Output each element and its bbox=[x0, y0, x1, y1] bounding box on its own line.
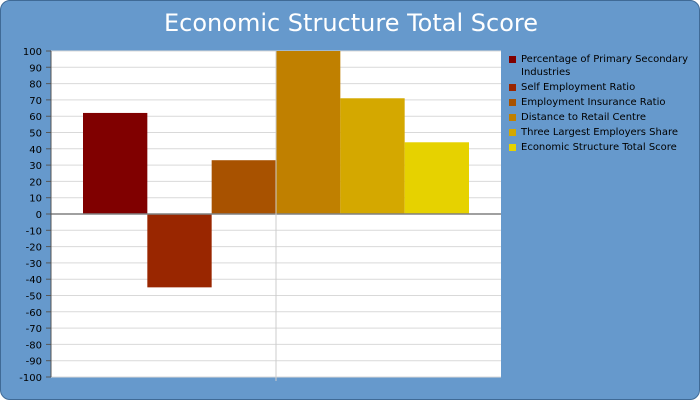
legend-label: Distance to Retail Centre bbox=[521, 112, 646, 123]
legend-label: Three Largest Employers Share bbox=[521, 127, 678, 138]
chart-title: Economic Structure Total Score bbox=[164, 9, 538, 37]
bar bbox=[147, 214, 212, 288]
bar bbox=[83, 112, 148, 214]
legend-item: Percentage of Primary Secondary Industri… bbox=[507, 53, 697, 79]
y-tick-label: -40 bbox=[26, 275, 42, 286]
legend-item: Distance to Retail Centre bbox=[507, 111, 697, 124]
legend-swatch bbox=[509, 144, 516, 151]
bar bbox=[211, 160, 276, 214]
y-tick-label: 60 bbox=[29, 112, 42, 123]
y-tick-label: -90 bbox=[26, 357, 42, 368]
y-tick-label: -70 bbox=[26, 324, 42, 335]
y-tick-label: 30 bbox=[29, 161, 42, 172]
legend-swatch bbox=[509, 84, 516, 91]
y-tick-label: 90 bbox=[29, 63, 42, 74]
y-tick-label: -20 bbox=[26, 243, 42, 254]
legend-swatch bbox=[509, 56, 516, 63]
bar bbox=[276, 51, 341, 214]
y-tick-label: 40 bbox=[29, 145, 42, 156]
legend-label: Self Employment Ratio bbox=[521, 82, 636, 93]
y-tick-label: -10 bbox=[26, 226, 42, 237]
y-tick-label: 80 bbox=[29, 80, 42, 91]
y-tick-label: 20 bbox=[29, 177, 42, 188]
legend-item: Self Employment Ratio bbox=[507, 81, 697, 94]
legend-label: Economic Structure Total Score bbox=[521, 142, 677, 153]
legend: Percentage of Primary Secondary Industri… bbox=[507, 53, 697, 156]
legend-swatch bbox=[509, 114, 516, 121]
y-tick-label: -50 bbox=[26, 292, 42, 303]
legend-item: Employment Insurance Ratio bbox=[507, 96, 697, 109]
legend-label: Employment Insurance Ratio bbox=[521, 97, 666, 108]
y-tick-label: -80 bbox=[26, 340, 42, 351]
legend-swatch bbox=[509, 129, 516, 136]
bar bbox=[404, 142, 469, 214]
legend-label: Percentage of Primary Secondary Industri… bbox=[521, 54, 689, 78]
y-tick-label: 50 bbox=[29, 129, 42, 140]
legend-item: Economic Structure Total Score bbox=[507, 141, 697, 154]
bar bbox=[340, 98, 405, 214]
y-tick-label: -100 bbox=[19, 373, 42, 384]
y-tick-label: 70 bbox=[29, 96, 42, 107]
y-tick-label: -60 bbox=[26, 308, 42, 319]
legend-swatch bbox=[509, 99, 516, 106]
y-tick-label: 10 bbox=[29, 194, 42, 205]
y-tick-label: 100 bbox=[23, 47, 42, 58]
y-tick-label: 0 bbox=[36, 210, 42, 221]
legend-item: Three Largest Employers Share bbox=[507, 126, 697, 139]
y-tick-label: -30 bbox=[26, 259, 42, 270]
